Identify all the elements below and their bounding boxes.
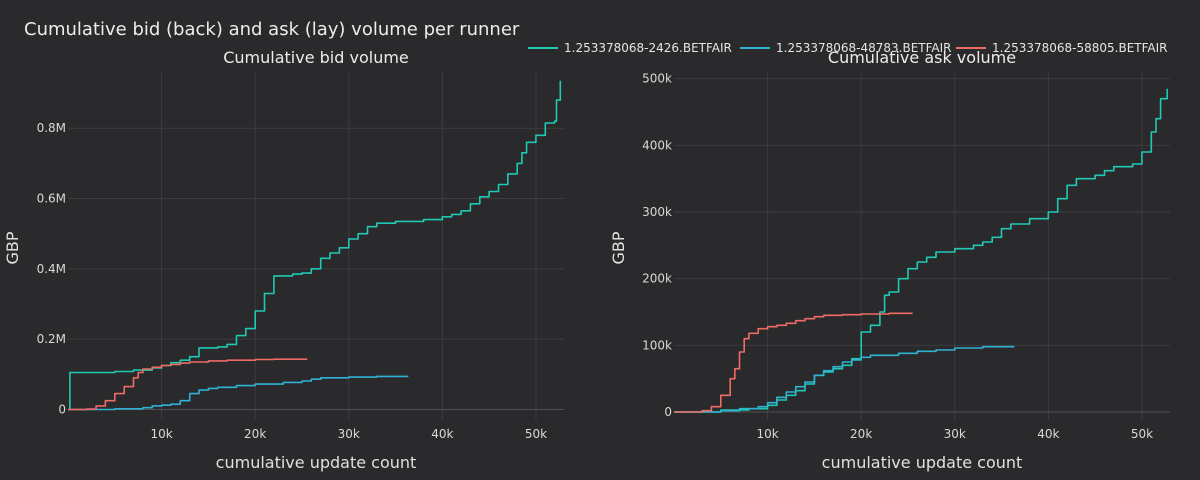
legend-label: 1.253378068-58805.BETFAIR <box>992 41 1168 55</box>
bid-ytick-label: 0.8M <box>37 121 66 135</box>
bid-volume-title: Cumulative bid volume <box>223 48 409 67</box>
ask-xtick-label: 20k <box>850 427 872 441</box>
legend-label: 1.253378068-2426.BETFAIR <box>564 41 732 55</box>
ask-xtick-label: 30k <box>944 427 966 441</box>
ask-xtick-label: 50k <box>1131 427 1153 441</box>
ask-ytick-label: 200k <box>642 272 672 286</box>
bid-xtick-label: 20k <box>244 427 266 441</box>
bid-volume-xlabel: cumulative update count <box>216 453 417 472</box>
bid-xtick-label: 10k <box>150 427 172 441</box>
bid-volume-panel: Cumulative bid volume 10k 20k 30k 40k 50k 0 0.… <box>3 48 564 472</box>
bid-ytick-label: 0.6M <box>37 192 66 206</box>
ask-xtick-label: 10k <box>756 427 778 441</box>
ask-volume-title: Cumulative ask volume <box>828 48 1016 67</box>
bid-xtick-label: 30k <box>338 427 360 441</box>
bid-series-1-253378068-58805-betfair[interactable] <box>68 358 308 411</box>
bid-xtick-label: 50k <box>525 427 547 441</box>
figure-title: Cumulative bid (back) and ask (lay) volu… <box>24 19 520 40</box>
legend-item-2[interactable]: 1.253378068-58805.BETFAIR <box>956 41 1168 55</box>
ask-volume-plot[interactable]: 10k 20k 30k 40k 50k 0 100k 200k 300k 400k 500k <box>642 72 1170 441</box>
ask-series-1-253378068-48783-betfair[interactable] <box>674 345 1015 413</box>
bid-series-1-253378068-48783-betfair[interactable] <box>68 375 409 411</box>
ask-volume-ylabel: GBP <box>609 231 628 264</box>
ask-xtick-label: 40k <box>1037 427 1059 441</box>
ask-ytick-label: 100k <box>642 338 672 352</box>
ask-ytick-label: 500k <box>642 72 672 86</box>
bid-volume-ylabel: GBP <box>3 231 22 264</box>
bid-ytick-label: 0 <box>58 402 66 416</box>
legend-item-0[interactable]: 1.253378068-2426.BETFAIR <box>528 41 732 55</box>
ask-ytick-label: 300k <box>642 205 672 219</box>
ask-series-1-253378068-2426-betfair[interactable] <box>674 88 1168 413</box>
bid-ytick-label: 0.2M <box>37 332 66 346</box>
ask-volume-panel: Cumulative ask volume 10k 20k 30k 40k 50k010… <box>609 48 1170 472</box>
bid-xtick-label: 40k <box>431 427 453 441</box>
ask-ytick-label: 400k <box>642 138 672 152</box>
legend[interactable]: 1.253378068-2426.BETFAIR 1.253378068-4878… <box>528 41 1168 55</box>
ask-volume-xlabel: cumulative update count <box>822 453 1023 472</box>
legend-item-1[interactable]: 1.253378068-48783.BETFAIR <box>740 41 952 55</box>
bid-ytick-label: 0.4M <box>37 262 66 276</box>
bid-series-1-253378068-2426-betfair[interactable] <box>68 80 562 411</box>
legend-label: 1.253378068-48783.BETFAIR <box>776 41 952 55</box>
bid-volume-plot[interactable]: 10k 20k 30k 40k 50k 0 0.2M 0.4M 0.6M 0.8M <box>37 72 564 441</box>
ask-ytick-label: 0 <box>664 405 672 419</box>
ask-series-1-253378068-58805-betfair[interactable] <box>674 312 913 413</box>
